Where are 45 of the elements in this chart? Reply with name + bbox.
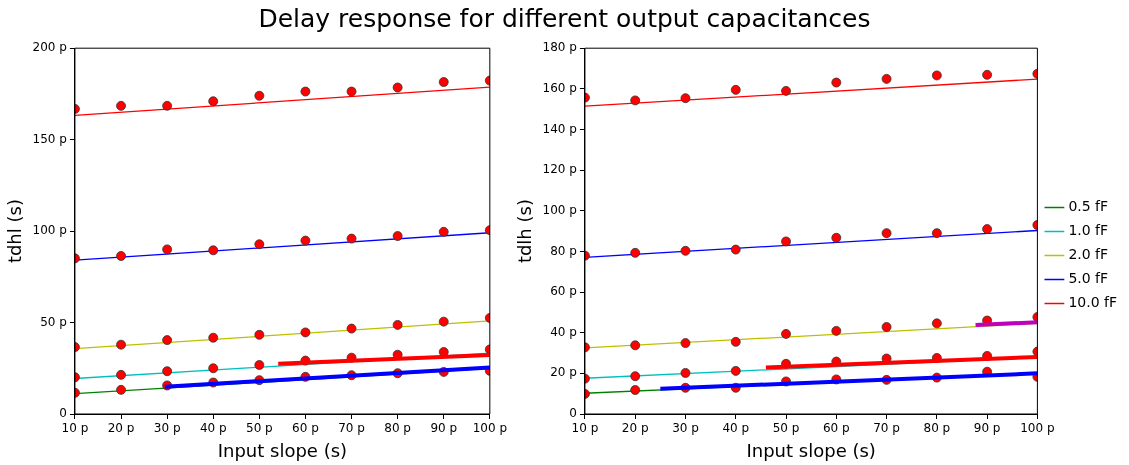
- y-tick-label: 120 p: [542, 162, 577, 177]
- y-tick-label: 160 p: [542, 80, 577, 95]
- x-tick-label: 10 p: [61, 421, 89, 436]
- x-tick-label: 50 p: [245, 421, 273, 436]
- x-tick-label: 20 p: [107, 421, 135, 436]
- legend-label: 5.0 fF: [1068, 270, 1109, 287]
- x-tick-label: 10 p: [571, 421, 599, 436]
- x-tick-label: 20 p: [621, 421, 649, 436]
- y-tick-label: 0: [59, 406, 67, 421]
- legend-label: 2.0 fF: [1068, 246, 1109, 263]
- x-tick-label: 70 p: [338, 421, 365, 436]
- y-tick-label: 140 p: [542, 121, 577, 136]
- x-tick-label: 80 p: [923, 421, 951, 436]
- x-tick-label: 70 p: [873, 421, 900, 436]
- y-tick-label: 20 p: [550, 365, 577, 380]
- x-tick-label: 30 p: [153, 421, 181, 436]
- legend-label: 10.0 fF: [1068, 294, 1118, 311]
- x-tick-label: 80 p: [384, 421, 411, 436]
- y-axis-title: tdlh (s): [514, 199, 536, 264]
- y-tick-label: 200 p: [32, 40, 67, 55]
- x-axis-title: Input slope (s): [746, 439, 876, 461]
- x-tick-label: 40 p: [722, 421, 750, 436]
- x-tick-label: 90 p: [973, 421, 1001, 436]
- x-tick-label: 100 p: [1020, 421, 1055, 436]
- legend-label: 0.5 fF: [1068, 198, 1109, 215]
- y-tick-label: 40 p: [550, 324, 577, 339]
- y-tick-label: 100 p: [542, 202, 577, 217]
- y-tick-label: 150 p: [32, 131, 67, 146]
- x-tick-label: 60 p: [822, 421, 850, 436]
- y-tick-label: 50 p: [40, 314, 67, 329]
- y-axis-title: tdhl (s): [4, 199, 26, 264]
- legend-label: 1.0 fF: [1068, 222, 1109, 239]
- x-tick-label: 90 p: [430, 421, 458, 436]
- x-axis-title: Input slope (s): [217, 439, 348, 461]
- y-tick-label: 60 p: [550, 284, 577, 299]
- y-tick-label: 0: [569, 406, 577, 421]
- x-tick-label: 30 p: [672, 421, 699, 436]
- y-tick-label: 180 p: [542, 40, 577, 55]
- x-tick-label: 100 p: [472, 421, 507, 436]
- y-tick-label: 100 p: [32, 223, 67, 238]
- x-tick-label: 50 p: [772, 421, 800, 436]
- x-tick-label: 60 p: [292, 421, 319, 436]
- x-tick-label: 40 p: [199, 421, 227, 436]
- text: Delay response for different output capacitances: [257, 4, 872, 33]
- y-tick-label: 80 p: [550, 243, 577, 258]
